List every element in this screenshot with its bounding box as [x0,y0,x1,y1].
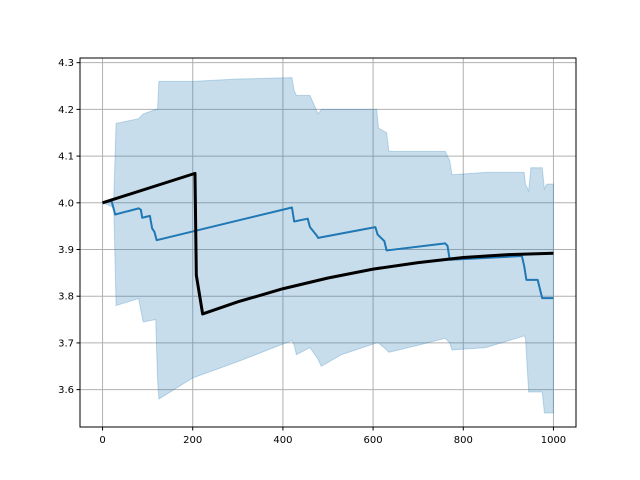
x-tick-label: 800 [454,435,473,446]
y-tick-label: 3.8 [58,292,74,303]
x-tick-label: 200 [183,435,202,446]
reference-line [102,171,554,316]
y-tick-label: 4.2 [58,105,74,116]
x-tick-label: 600 [364,435,383,446]
x-tick-label: 1000 [541,435,566,446]
plot-frame [79,57,577,428]
y-tick-label: 3.9 [58,245,74,256]
confidence-band-layer [101,77,554,414]
mean-line [102,199,554,300]
series-line-layer [102,171,554,316]
y-axis-ticks: 3.6 3.7 3.8 3.9 4.0 4.1 4.2 4.3 [58,58,80,396]
y-tick-label: 4.1 [58,152,74,163]
x-tick-label: 0 [99,435,105,446]
x-tick-label: 400 [273,435,292,446]
y-tick-label: 3.7 [58,338,74,349]
y-tick-label: 4.0 [58,198,74,209]
x-axis-ticks: 0 200 400 600 800 1000 [99,427,566,446]
confidence-band [101,77,554,414]
grid [80,58,576,427]
y-tick-label: 3.6 [58,385,74,396]
y-tick-label: 4.3 [58,58,74,69]
